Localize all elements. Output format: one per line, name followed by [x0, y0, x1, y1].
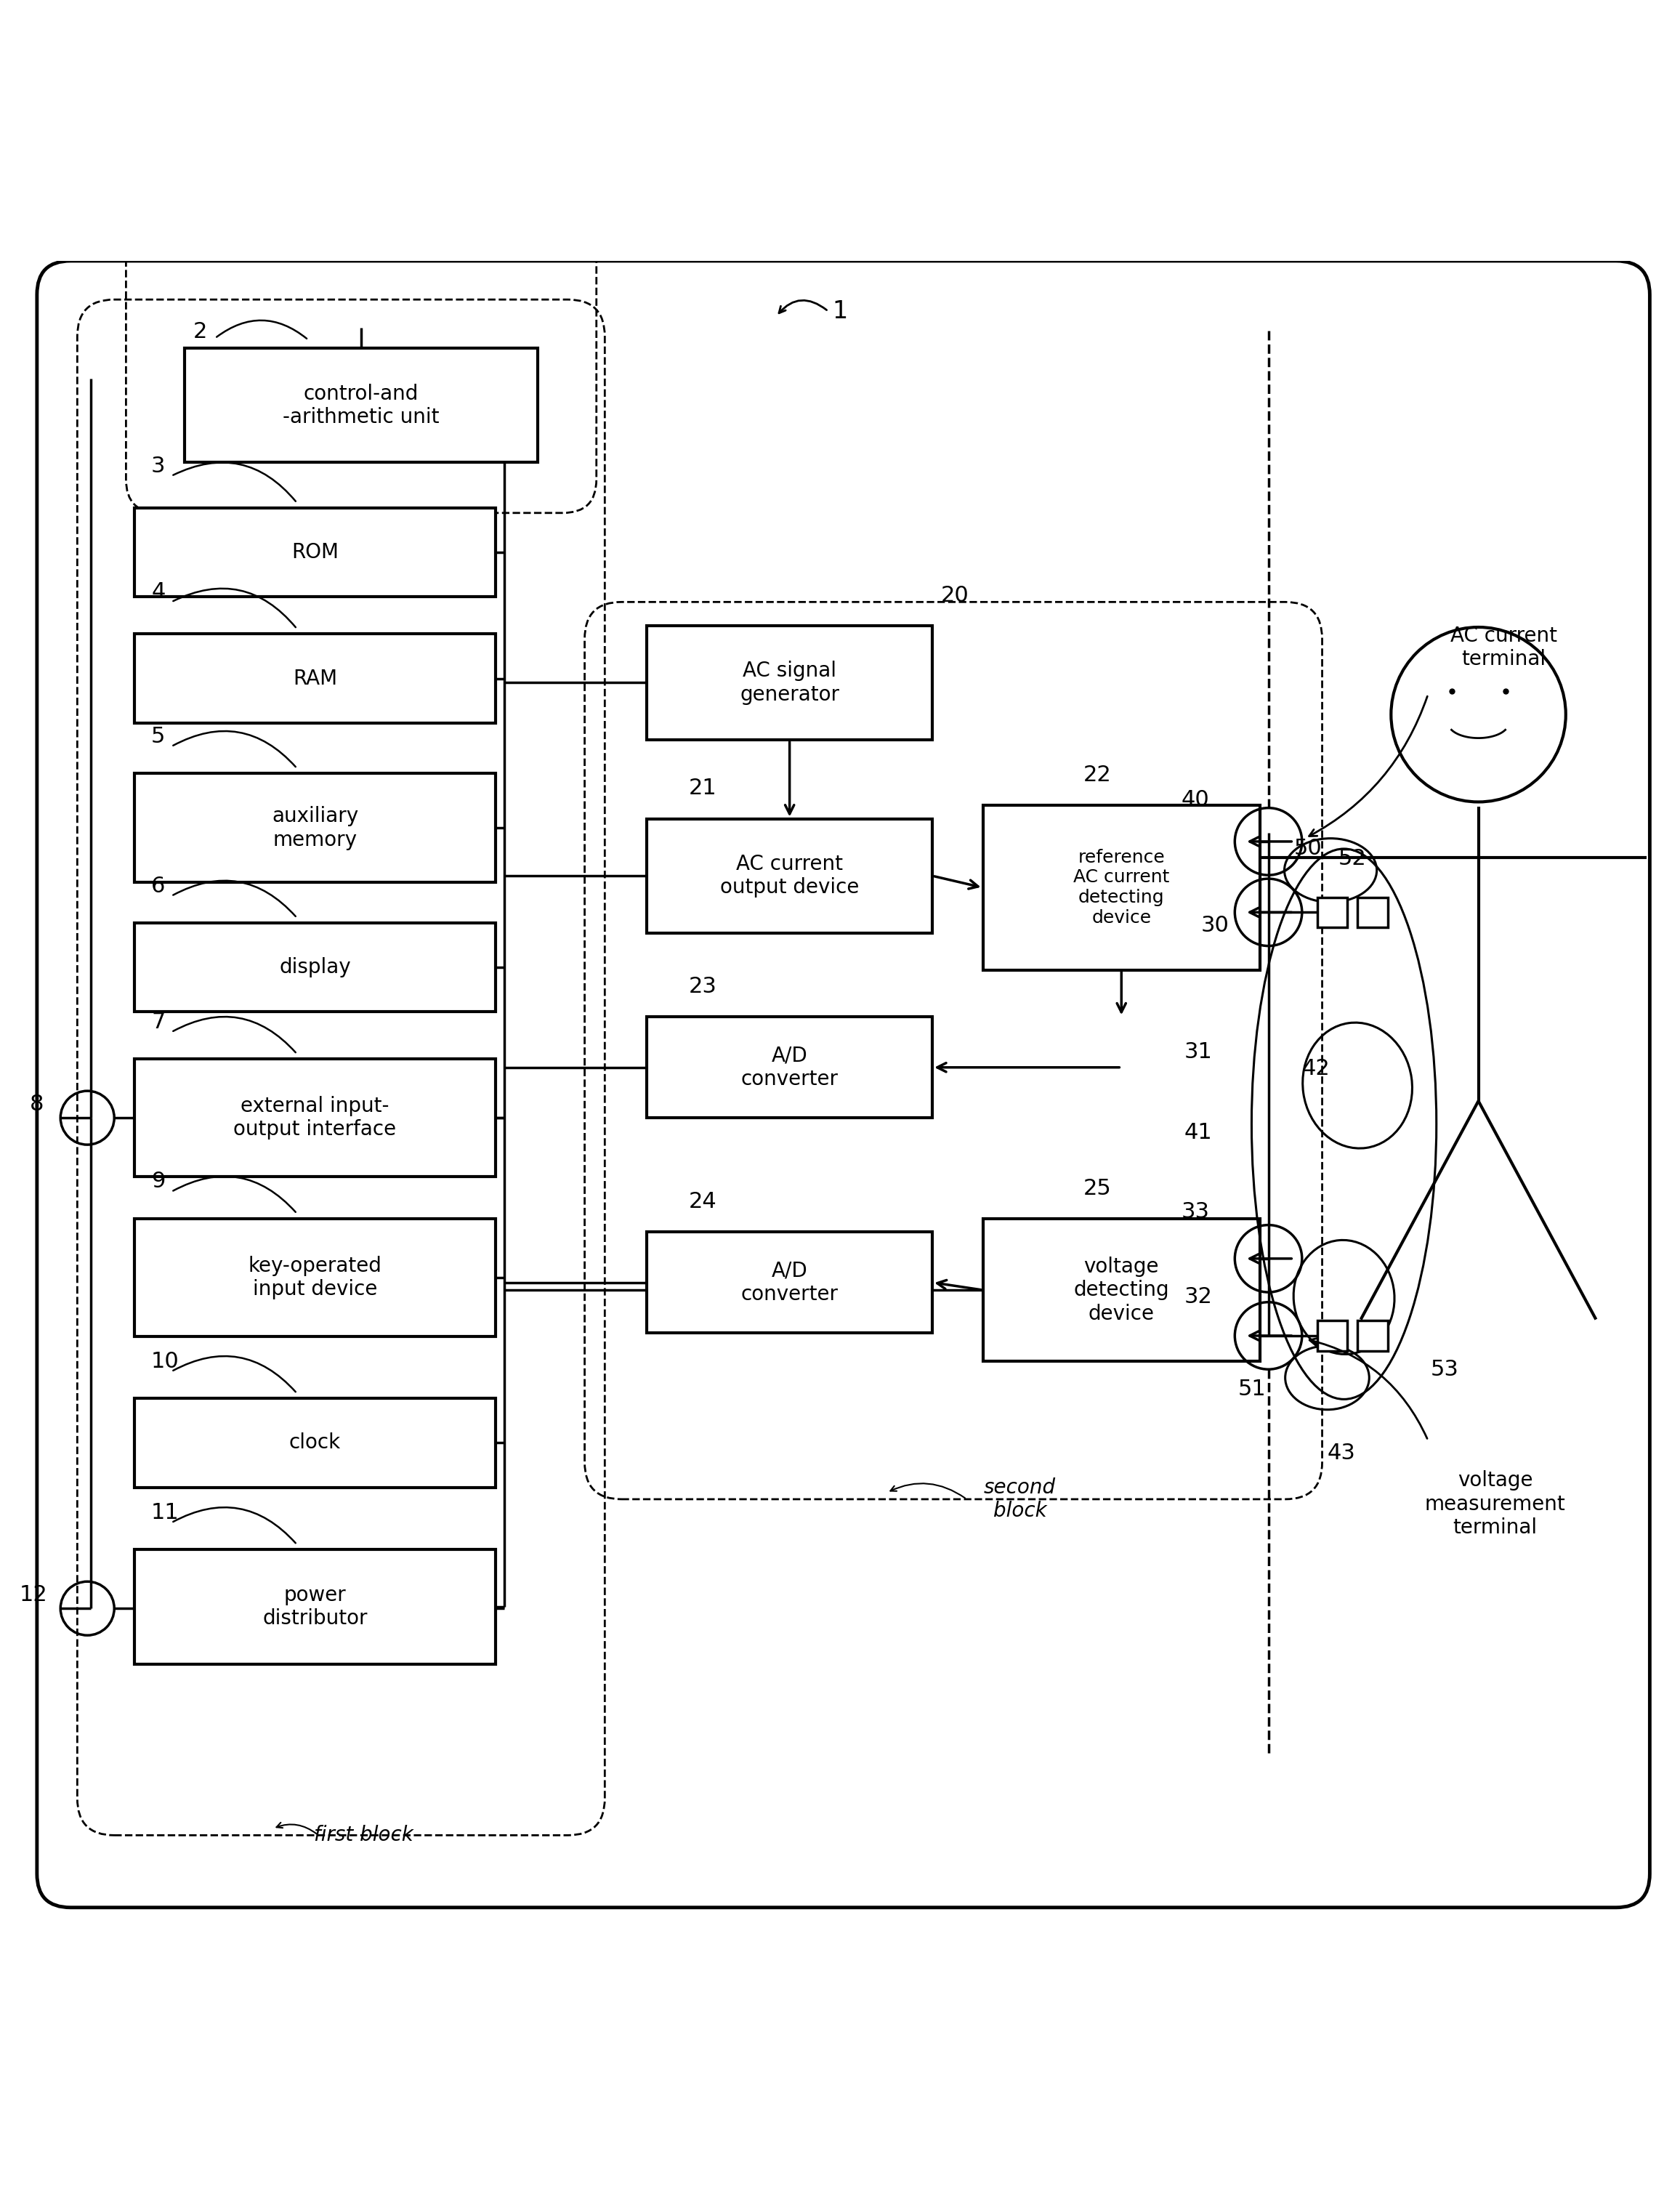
FancyBboxPatch shape: [983, 1218, 1260, 1361]
FancyBboxPatch shape: [134, 1398, 496, 1486]
Text: 53: 53: [1431, 1359, 1458, 1381]
Text: voltage
measurement
terminal: voltage measurement terminal: [1425, 1471, 1566, 1537]
Text: key-operated
input device: key-operated input device: [249, 1255, 381, 1299]
Text: 21: 21: [689, 777, 717, 799]
Text: 51: 51: [1238, 1378, 1267, 1400]
Text: clock: clock: [289, 1434, 341, 1453]
Text: 23: 23: [689, 975, 717, 998]
Text: 7: 7: [151, 1011, 165, 1033]
Text: 12: 12: [20, 1585, 47, 1605]
FancyBboxPatch shape: [134, 1218, 496, 1337]
Text: external input-
output interface: external input- output interface: [234, 1097, 396, 1141]
Text: 25: 25: [1084, 1178, 1112, 1198]
FancyBboxPatch shape: [134, 509, 496, 597]
Text: A/D
converter: A/D converter: [741, 1046, 838, 1090]
FancyBboxPatch shape: [647, 1017, 932, 1119]
Text: 24: 24: [689, 1191, 717, 1213]
Text: 40: 40: [1181, 788, 1210, 810]
Text: 1: 1: [832, 299, 848, 324]
Text: ROM: ROM: [291, 542, 339, 562]
FancyBboxPatch shape: [134, 634, 496, 722]
Bar: [1357, 1321, 1388, 1350]
FancyBboxPatch shape: [185, 348, 538, 462]
Text: 33: 33: [1181, 1200, 1210, 1222]
Text: 10: 10: [151, 1350, 180, 1372]
Text: 22: 22: [1084, 764, 1112, 786]
Text: 9: 9: [151, 1171, 165, 1191]
Text: 32: 32: [1184, 1286, 1213, 1308]
Text: A/D
converter: A/D converter: [741, 1260, 838, 1304]
Text: control-and
-arithmetic unit: control-and -arithmetic unit: [282, 383, 440, 427]
Text: voltage
detecting
device: voltage detecting device: [1074, 1257, 1169, 1323]
Text: 52: 52: [1339, 848, 1366, 870]
Text: RAM: RAM: [292, 667, 338, 689]
Text: AC current
terminal: AC current terminal: [1450, 625, 1557, 669]
FancyBboxPatch shape: [647, 1233, 932, 1332]
Text: 2: 2: [193, 321, 207, 341]
Text: 5: 5: [151, 727, 165, 746]
Text: first block: first block: [314, 1825, 413, 1845]
Bar: [1357, 896, 1388, 927]
Text: 6: 6: [151, 876, 165, 896]
Text: auxiliary
memory: auxiliary memory: [272, 806, 358, 850]
Text: second
block: second block: [984, 1478, 1055, 1522]
Text: 20: 20: [941, 586, 969, 606]
Text: 3: 3: [151, 456, 165, 476]
Text: 31: 31: [1184, 1042, 1213, 1061]
Text: 8: 8: [30, 1094, 44, 1114]
Text: power
distributor: power distributor: [262, 1585, 368, 1629]
FancyBboxPatch shape: [134, 1059, 496, 1176]
Text: 42: 42: [1302, 1059, 1331, 1079]
Bar: [1317, 1321, 1347, 1350]
Text: 4: 4: [151, 581, 165, 603]
Text: 11: 11: [151, 1502, 180, 1524]
Text: AC current
output device: AC current output device: [721, 854, 858, 898]
Text: display: display: [279, 958, 351, 978]
Text: reference
AC current
detecting
device: reference AC current detecting device: [1074, 848, 1169, 927]
FancyBboxPatch shape: [647, 625, 932, 740]
FancyBboxPatch shape: [983, 806, 1260, 969]
FancyBboxPatch shape: [134, 923, 496, 1013]
FancyBboxPatch shape: [647, 819, 932, 934]
Text: 43: 43: [1327, 1442, 1356, 1464]
Text: 41: 41: [1184, 1123, 1213, 1143]
FancyBboxPatch shape: [134, 773, 496, 883]
Text: 30: 30: [1201, 916, 1230, 936]
Bar: [1317, 896, 1347, 927]
Text: AC signal
generator: AC signal generator: [739, 661, 840, 705]
Text: 50: 50: [1294, 839, 1322, 859]
FancyBboxPatch shape: [134, 1550, 496, 1665]
